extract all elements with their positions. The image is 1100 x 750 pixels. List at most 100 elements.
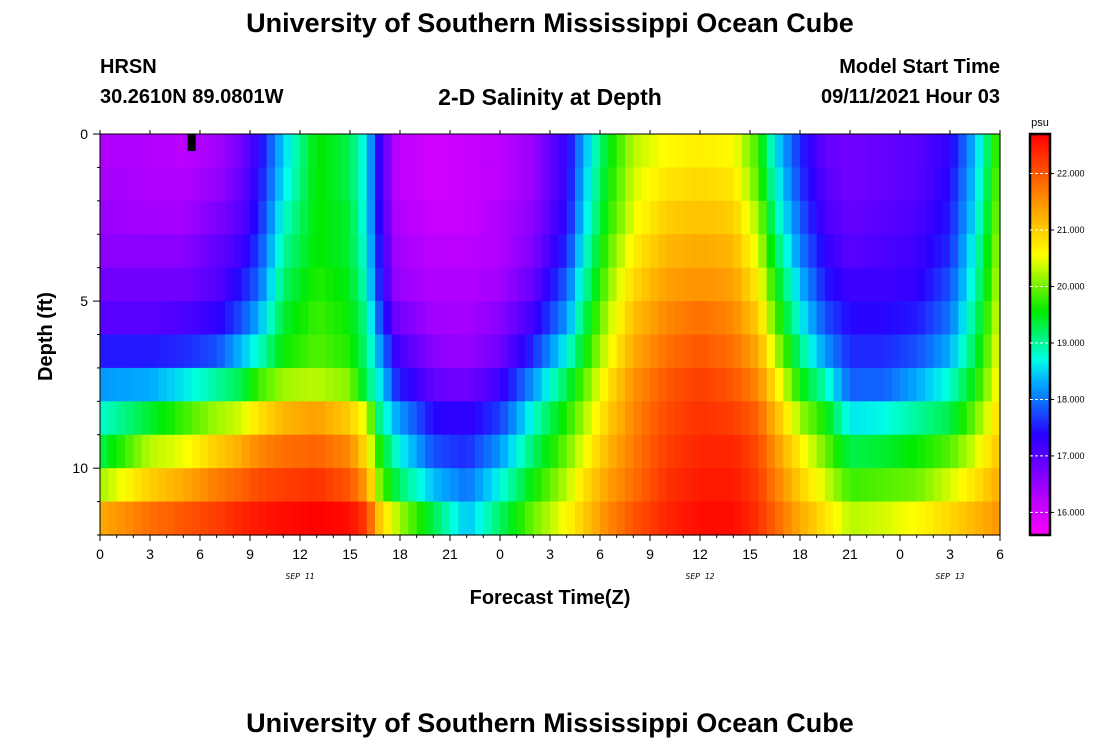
heatmap-cell <box>408 234 418 269</box>
heatmap-cell <box>425 301 434 336</box>
heatmap-cell <box>875 434 884 469</box>
heatmap-cell <box>525 334 534 369</box>
heatmap-cell <box>858 468 868 503</box>
heatmap-cell <box>833 200 843 235</box>
heatmap-cell <box>958 234 968 269</box>
heatmap-cell <box>183 401 193 436</box>
heatmap-cell <box>475 200 484 235</box>
heatmap-cell <box>391 367 401 402</box>
heatmap-cell <box>775 434 784 469</box>
heatmap-cell <box>708 501 718 536</box>
heatmap-cell <box>283 334 293 369</box>
heatmap-cell <box>666 167 676 202</box>
heatmap-cell <box>933 401 943 436</box>
heatmap-cell <box>241 434 251 469</box>
heatmap-cell <box>641 501 651 536</box>
heatmap-cell <box>691 367 701 402</box>
heatmap-cell <box>700 234 709 269</box>
heatmap-cell <box>600 301 609 336</box>
heatmap-cell <box>141 468 151 503</box>
heatmap-cell <box>175 301 184 336</box>
heatmap-cell <box>433 301 443 336</box>
heatmap-cell <box>641 167 651 202</box>
heatmap-cell <box>775 167 784 202</box>
heatmap-cell <box>358 468 368 503</box>
heatmap-cell <box>375 434 384 469</box>
heatmap-cell <box>108 267 118 302</box>
heatmap-cell <box>258 267 268 302</box>
heatmap-cell <box>166 501 176 536</box>
heatmap-cell <box>608 367 618 402</box>
heatmap-cell <box>325 501 334 536</box>
heatmap-cell <box>458 501 468 536</box>
colorbar-segment <box>1030 484 1050 489</box>
heatmap-cell <box>391 401 401 436</box>
heatmap-cell <box>950 200 959 235</box>
heatmap-cell <box>341 134 351 169</box>
heatmap-cell <box>283 434 293 469</box>
heatmap-cell <box>633 234 643 269</box>
heatmap-cell <box>100 301 109 336</box>
heatmap-cell <box>350 434 359 469</box>
colorbar-segment <box>1030 488 1050 493</box>
heatmap-cell <box>608 434 618 469</box>
heatmap-cell <box>633 367 643 402</box>
heatmap-cell <box>191 501 201 536</box>
heatmap-cell <box>233 134 243 169</box>
heatmap-cell <box>433 200 443 235</box>
heatmap-cell <box>325 367 334 402</box>
heatmap-cell <box>916 401 926 436</box>
y-tick-label: 5 <box>80 293 88 309</box>
heatmap-cell <box>608 234 618 269</box>
heatmap-cell <box>391 501 401 536</box>
heatmap-cell <box>925 468 934 503</box>
heatmap-cell <box>208 301 218 336</box>
heatmap-cell <box>491 167 501 202</box>
heatmap-cell <box>650 234 659 269</box>
heatmap-cell <box>941 367 951 402</box>
heatmap-cell <box>633 267 643 302</box>
heatmap-cell <box>208 334 218 369</box>
heatmap-cell <box>841 468 851 503</box>
heatmap-cell <box>283 200 293 235</box>
colorbar-segment <box>1030 528 1050 533</box>
heatmap-cell <box>266 367 276 402</box>
heatmap-cell <box>800 334 809 369</box>
heatmap-cell <box>375 367 384 402</box>
heatmap-cell <box>591 301 601 336</box>
heatmap-cell <box>508 200 518 235</box>
heatmap-cell <box>458 434 468 469</box>
heatmap-cell <box>125 334 134 369</box>
colorbar-segment <box>1030 297 1050 302</box>
heatmap-cell <box>783 334 793 369</box>
heatmap-cell <box>516 267 526 302</box>
heatmap-cell <box>933 301 943 336</box>
heatmap-cell <box>141 367 151 402</box>
heatmap-cell <box>591 134 601 169</box>
heatmap-cell <box>658 200 668 235</box>
heatmap-cell <box>333 200 343 235</box>
heatmap-cell <box>833 501 843 536</box>
heatmap-cell <box>641 234 651 269</box>
colorbar-segment <box>1030 144 1050 148</box>
heatmap-cell <box>650 267 659 302</box>
heatmap-cell <box>675 367 684 402</box>
heatmap-cell <box>883 167 893 202</box>
heatmap-cell <box>675 167 684 202</box>
heatmap-cell <box>291 234 301 269</box>
heatmap-cell <box>833 434 843 469</box>
heatmap-cell <box>683 301 693 336</box>
product-title: 2-D Salinity at Depth <box>438 84 662 110</box>
heatmap-cell <box>525 401 534 436</box>
heatmap-cell <box>166 468 176 503</box>
heatmap-cell <box>525 367 534 402</box>
heatmap-cell <box>908 367 918 402</box>
heatmap-cell <box>316 468 326 503</box>
heatmap-cell <box>241 167 251 202</box>
heatmap-cell <box>400 234 409 269</box>
heatmap-cell <box>575 267 584 302</box>
heatmap-cell <box>641 367 651 402</box>
heatmap-cell <box>600 134 609 169</box>
heatmap-cell <box>258 234 268 269</box>
heatmap-cell <box>608 401 618 436</box>
